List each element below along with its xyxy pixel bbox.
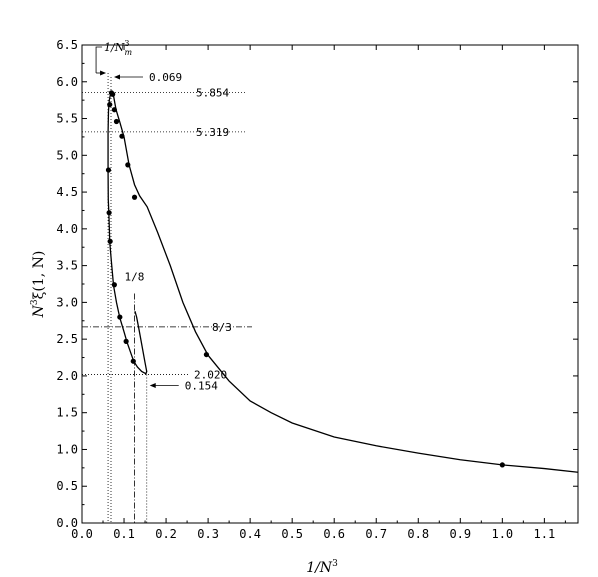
arrow-head-nm — [100, 70, 107, 76]
x-tick-label: 0.8 — [407, 527, 429, 541]
x-tick-label: 0.3 — [197, 527, 219, 541]
y-tick-label: 5.5 — [56, 112, 78, 126]
y-axis-title-main: N — [31, 304, 47, 318]
series-point — [106, 210, 112, 216]
label-5.854: 5.854 — [196, 87, 229, 100]
y-tick-label: 1.5 — [56, 406, 78, 420]
bracket-nm — [95, 46, 103, 73]
y-tick-label: 1.0 — [56, 442, 78, 456]
series-point — [499, 462, 505, 468]
series-point — [117, 314, 123, 320]
y-tick-label: 2.5 — [56, 332, 78, 346]
series-point — [123, 338, 129, 344]
x-axis-title-main: 1/N — [306, 560, 333, 576]
series-point — [130, 358, 136, 364]
x-axis-title: 1/N3 — [306, 559, 338, 576]
label-nm-sub: m — [124, 48, 132, 57]
label-nm: 1/N3 m — [104, 39, 132, 57]
series-point — [107, 101, 113, 108]
x-tick-label: 0.4 — [239, 527, 261, 541]
y-tick-label: 4.0 — [56, 222, 78, 236]
label-1-8: 1/8 — [125, 271, 145, 284]
series-markers — [105, 90, 505, 468]
y-tick-label: 6.0 — [56, 75, 78, 89]
x-tick-label: 0.5 — [281, 527, 303, 541]
y-tick-label: 3.0 — [56, 295, 78, 309]
label-nm-sup: 3 — [124, 39, 129, 48]
series-point — [119, 133, 125, 139]
arrow-head-0.069 — [114, 74, 121, 80]
x-axis-title-sup: 3 — [332, 559, 338, 569]
x-tick-label: 0.0 — [71, 527, 93, 541]
x-tick-label: 1.0 — [491, 527, 513, 541]
y-tick-label: 5.0 — [56, 148, 78, 162]
y-tick-label: 3.5 — [56, 259, 78, 273]
x-tick-label: 0.6 — [323, 527, 345, 541]
series-point — [125, 162, 131, 168]
y-axis-title-rest: ξ(1, N) — [31, 251, 47, 300]
label-5.319: 5.319 — [196, 126, 229, 139]
y-axis-title: N3ξ(1, N) — [30, 251, 47, 319]
label-2.020: 2.020 — [194, 368, 227, 381]
label-8-3: 8/3 — [212, 321, 232, 334]
series-point — [107, 238, 113, 244]
x-tick-label: 1.1 — [534, 527, 556, 541]
series-point — [113, 118, 120, 125]
x-tick-label: 0.1 — [113, 527, 135, 541]
y-tick-label: 6.5 — [56, 38, 78, 52]
series-point — [111, 107, 117, 113]
series-point — [131, 194, 138, 200]
series-point — [108, 90, 115, 96]
series-point — [203, 351, 210, 358]
arrow-head-0.154 — [149, 382, 156, 388]
y-tick-label: 0.5 — [56, 479, 78, 493]
label-nm-main: 1/N — [104, 41, 125, 54]
y-tick-label: 2.0 — [56, 369, 78, 383]
y-tick-label: 0.0 — [56, 516, 78, 530]
series-point — [105, 167, 112, 173]
series-point — [111, 282, 117, 288]
ticks: 0.0 0.1 0.2 0.3 0.4 0.5 0.6 0.7 0.8 0.9 1.0 1.1 0.0 0… — [56, 38, 578, 541]
guide-lines — [82, 73, 252, 523]
label-0.154: 0.154 — [185, 379, 218, 392]
label-0.069: 0.069 — [149, 71, 182, 84]
x-tick-label: 0.2 — [155, 527, 177, 541]
y-axis-title-sup: 3 — [30, 299, 40, 305]
y-tick-label: 4.5 — [56, 185, 78, 199]
x-tick-label: 0.7 — [365, 527, 387, 541]
plot-frame — [81, 44, 579, 524]
x-tick-label: 0.9 — [449, 527, 471, 541]
series-curve — [107, 91, 579, 473]
